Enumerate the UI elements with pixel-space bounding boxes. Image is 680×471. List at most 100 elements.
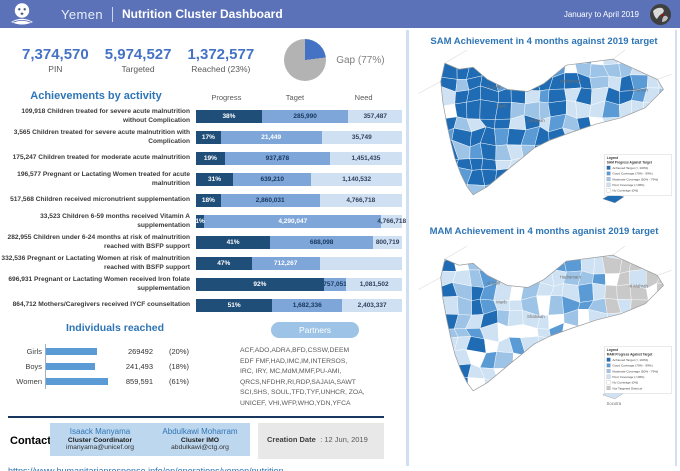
individuals-value: 859,591	[125, 377, 153, 386]
mam-choropleth-map: Al Jawf Marib Shabwah Hadramaut Al Mahrah Soc…	[414, 245, 674, 414]
activity-label: 696,931 Pregnant or Lactating Women rece…	[8, 276, 190, 292]
individuals-row: Girls 269492 (20%)	[6, 344, 224, 359]
progress-segment: 17%	[196, 131, 221, 144]
key-figures-row: 7,374,570 PIN 5,974,527 Targeted 1,372,5…	[0, 28, 406, 86]
achievement-row: 282,955 Children under 6-24 months at ri…	[0, 234, 406, 251]
achievements-chart: 109,918 Children treated for severe acut…	[0, 108, 406, 314]
legend-item-label: Poor Coverage (<49%)	[612, 375, 644, 379]
achievement-bar: 41% 688,098 800,719	[196, 236, 402, 249]
divider-line	[8, 416, 384, 419]
individuals-chart: Girls 269492 (20%) Boys 241,493 (18%) Women 859…	[6, 344, 224, 389]
pin-label: PIN	[48, 64, 63, 74]
activity-label: 175,247 Children treated for moderate ac…	[12, 154, 190, 162]
vertical-divider	[406, 30, 409, 466]
progress-segment: 1%	[195, 215, 205, 228]
unicef-face-logo	[11, 3, 33, 25]
legend-item-label: Achieved Target (> 100%)	[612, 358, 648, 362]
maps-panel: SAM Achievement in 4 months against 2019…	[412, 28, 676, 414]
achievements-title: Achievements by activity	[30, 90, 162, 102]
need-segment: 1,140,532	[311, 173, 402, 186]
partners-line: ACF,ADO,ADRA,BFD,CSSW,DEEM	[240, 347, 350, 354]
achievement-row: 3,565 Children treated for severe acute …	[0, 129, 406, 146]
need-segment: 800,719	[373, 236, 402, 249]
legend-item-label: Good Coverage (79% - 99%)	[612, 172, 652, 176]
individuals-percent: (20%)	[168, 347, 189, 356]
achievement-row: 517,568 Children received micronutrient …	[0, 192, 406, 209]
achievement-row: 332,536 Pregnant or Lactating Women at r…	[0, 255, 406, 272]
individuals-reached-section: Individuals reached Girls 269492 (20%) Boys…	[6, 320, 224, 409]
activity-label: 196,577 Pregnant or Lactating Women trea…	[17, 171, 190, 187]
individuals-category-label: Girls	[26, 347, 42, 356]
target-segment: 937,878	[224, 152, 330, 165]
activity-label: 864,712 Mothers/Caregivers received IYCF…	[12, 301, 190, 309]
contact-role: Cluster IMO	[180, 437, 220, 445]
legend-item-label: Moderate Coverage (50% - 79%)	[612, 177, 658, 181]
contact-role: Cluster Coordinator	[67, 437, 133, 445]
individuals-row: Women 859,591 (61%)	[6, 374, 224, 389]
partners-line: UNICEF, VHI,WFP,WHO,YDN,YFCA	[240, 399, 351, 407]
target-segment: 21,449	[220, 131, 322, 144]
district-label: Marib	[496, 104, 507, 109]
achievement-row: 109,918 Children treated for severe acut…	[0, 108, 406, 125]
contact-label: Contact	[10, 435, 51, 448]
partners-section: Partners ACF,ADO,ADRA,BFD,CSSW,DEEM EDF F…	[240, 320, 390, 409]
column-need: Need	[354, 93, 373, 102]
legend-title: SAM Progress Against Target	[607, 160, 653, 164]
progress-segment: 38%	[196, 110, 262, 123]
legend-item-label: Achieved Target (> 100%)	[612, 166, 648, 170]
partners-list: ACF,ADO,ADRA,BFD,CSSW,DEEM EDF FMF,HAD,IM…	[240, 346, 390, 409]
progress-segment: 31%	[196, 173, 234, 186]
response-url-link[interactable]: https://www.humanitarianresponse.info/en…	[8, 466, 406, 471]
individuals-category-label: Boys	[25, 362, 42, 371]
achievement-row: 196,577 Pregnant or Lactating Women trea…	[0, 171, 406, 188]
stat-pin: 7,374,570 PIN	[22, 46, 89, 74]
contact-email: imanyama@unicef.org	[65, 444, 135, 452]
sam-choropleth-map: Al Jawf Marib Shabwah Hadramaut Al Mahrah Leg…	[414, 49, 674, 218]
district-label: Hadramaut	[560, 274, 582, 279]
achievements-columns: Progress Taget Need	[192, 93, 398, 102]
sam-map-title: SAM Achievement in 4 months against 2019…	[430, 36, 658, 47]
column-target: Taget	[285, 93, 305, 102]
target-segment: 757,051	[323, 278, 347, 291]
target-segment: 4,290,047	[204, 215, 382, 228]
individuals-category-label: Women	[16, 377, 42, 386]
partners-line: IRC, IRY, MC,MdM,MMF,PU-AMI,	[240, 368, 342, 376]
individuals-bar-track	[45, 359, 110, 374]
header-bar: Yemen Nutrition Cluster Dashboard Januar…	[0, 0, 680, 28]
progress-segment: 41%	[196, 236, 271, 249]
activity-label: 332,536 Pregnant or Lactating Women at r…	[1, 255, 190, 271]
contact-box: Isaack Manyama Cluster Coordinator imanyam…	[50, 423, 250, 457]
stat-targeted: 5,974,527 Targeted	[105, 46, 172, 74]
header-separator	[112, 6, 113, 22]
individuals-value: 269492	[127, 347, 153, 356]
individuals-bar	[46, 348, 98, 355]
reporting-period: January to April 2019	[563, 9, 639, 19]
district-label: Al Mahrah	[628, 88, 648, 93]
partners-line: SCI,SHS, SOUL,TFD,TYF,UNHCR, ZOA,	[240, 389, 365, 397]
legend-item-label: Poor Coverage (<49%)	[612, 183, 644, 187]
legend-item-label: Good Coverage (79% - 99%)	[612, 364, 652, 368]
need-segment: 35,749	[321, 131, 402, 144]
target-segment: 712,267	[251, 257, 320, 270]
progress-segment: 19%	[196, 152, 225, 165]
target-segment: 688,098	[270, 236, 374, 249]
individuals-value: 241,493	[125, 362, 153, 371]
district-label: Shabwah	[527, 314, 545, 319]
legend-item-label: No Coverage (0%)	[612, 189, 638, 193]
bottom-left-block: Individuals reached Girls 269492 (20%) Boys…	[0, 320, 406, 409]
individuals-percent: (61%)	[168, 377, 189, 386]
achievement-bar: 17% 21,449 35,749	[196, 131, 402, 144]
achievements-header: Achievements by activity Progress Taget …	[0, 90, 406, 102]
individuals-bar-track	[45, 374, 110, 389]
country-name: Yemen	[61, 6, 103, 22]
need-segment: 357,487	[348, 110, 402, 123]
left-panel: 7,374,570 PIN 5,974,527 Targeted 1,372,5…	[0, 28, 406, 471]
contact-person: Abdulkawi Moharram Cluster IMO abdulkawi@c…	[150, 427, 250, 451]
pin-value: 7,374,570	[22, 46, 89, 63]
targeted-value: 5,974,527	[104, 46, 172, 63]
individuals-bar	[46, 378, 109, 385]
globe-icon	[650, 3, 671, 25]
stat-reached: 1,372,577 Reached (23%)	[187, 46, 254, 74]
contact-person: Isaack Manyama Cluster Coordinator imanyam…	[50, 427, 150, 451]
